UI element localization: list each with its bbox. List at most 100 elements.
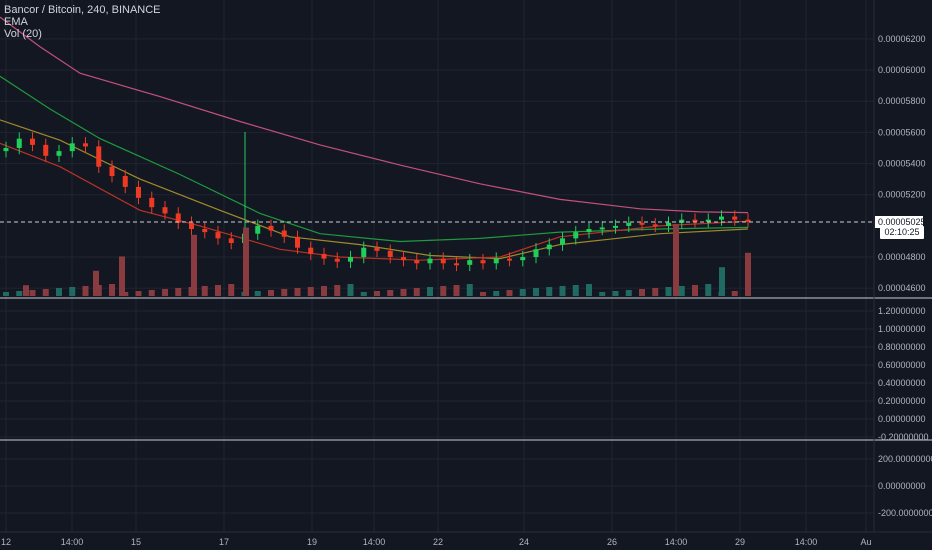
candle-body — [692, 219, 698, 222]
volume-bar — [254, 291, 261, 296]
candle-body — [639, 222, 645, 225]
candle-body — [83, 143, 88, 147]
time-tick-label: 29 — [735, 537, 745, 547]
volume-bar — [135, 291, 142, 296]
pane2-tick-label: 0.60000000 — [878, 360, 926, 370]
time-tick-label: 26 — [607, 537, 617, 547]
candle-body — [666, 222, 671, 226]
candle-body — [321, 253, 327, 259]
volume-spike — [745, 252, 751, 296]
candle-body — [96, 146, 102, 167]
candle-body — [202, 229, 208, 233]
price-tick-label: 0.00005400 — [878, 159, 926, 169]
volume-bar — [480, 292, 486, 296]
volume-bar — [56, 288, 62, 296]
legend-volume[interactable]: Vol (20) — [4, 28, 42, 40]
candle-body — [361, 247, 367, 258]
volume-bar — [307, 287, 314, 296]
volume-bar — [493, 291, 500, 296]
volume-bar — [533, 288, 539, 296]
time-tick-label: 14:00 — [665, 537, 688, 547]
volume-bar — [122, 292, 129, 296]
volume-bar — [612, 291, 619, 296]
pane3-tick-label: 0.00000000 — [878, 481, 926, 491]
legend-symbol[interactable]: Bancor / Bitcoin, 240, BINANCE — [4, 4, 161, 16]
volume-bar — [16, 291, 23, 296]
volume-bar — [321, 286, 327, 296]
candle-body — [520, 257, 526, 261]
candle-body — [679, 219, 685, 223]
candle-body — [295, 236, 300, 248]
candle-body — [348, 257, 353, 262]
time-tick-label: 14:00 — [363, 537, 386, 547]
candle-body — [573, 232, 579, 239]
pane2-tick-label: 0.00000000 — [878, 414, 926, 424]
candle-body — [228, 238, 234, 244]
candle-body — [215, 232, 221, 239]
volume-bar — [400, 289, 407, 296]
ema-line-red — [0, 142, 749, 261]
time-tick-label: 12 — [1, 537, 11, 547]
time-tick-label: 14:00 — [61, 537, 84, 547]
time-tick-label: Au — [860, 537, 871, 547]
price-tick-label: 0.00006000 — [878, 65, 926, 75]
candle-body — [507, 258, 512, 261]
volume-bar — [29, 290, 36, 296]
price-tick-label: 0.00005800 — [878, 96, 926, 106]
candle-countdown: 02:10:25 — [880, 226, 924, 239]
last-price-label: 0.00005025 — [878, 217, 926, 227]
volume-spike — [191, 234, 197, 296]
chart-legend: Bancor / Bitcoin, 240, BINANCE EMA Vol (… — [4, 4, 161, 40]
volume-bar — [347, 284, 354, 296]
volume-bar — [466, 284, 473, 296]
pane3-tick-label: -200.00000000 — [878, 508, 932, 518]
volume-bar — [678, 286, 685, 296]
volume-bar — [559, 286, 566, 296]
volume-bar — [3, 292, 9, 296]
candle-body — [613, 225, 618, 228]
pane2-tick-label: 0.20000000 — [878, 396, 926, 406]
candle-body — [467, 260, 473, 265]
pane3-tick-label: 200.00000000 — [878, 454, 932, 464]
volume-spike — [243, 227, 249, 296]
volume-bar — [519, 289, 526, 296]
volume-bar — [360, 292, 367, 296]
candle-body — [533, 249, 539, 258]
volume-bar — [652, 288, 659, 296]
candle-body — [732, 216, 738, 220]
volume-bar — [427, 287, 433, 296]
legend-ema[interactable]: EMA — [4, 16, 28, 28]
volume-bar — [109, 284, 115, 296]
volume-bar — [387, 290, 394, 296]
volume-bar — [82, 286, 89, 296]
time-tick-label: 14:00 — [795, 537, 818, 547]
volume-bar — [42, 289, 49, 296]
candle-body — [3, 147, 9, 152]
volume-bar — [599, 292, 606, 296]
candle-body — [136, 186, 141, 198]
candle-body — [493, 258, 499, 264]
candle-body — [30, 138, 35, 145]
pane2-tick-label: 0.40000000 — [878, 378, 926, 388]
candle-body — [440, 258, 446, 264]
candle-body — [560, 238, 565, 245]
candle-body — [719, 216, 724, 220]
candle-body — [308, 247, 314, 254]
volume-bar — [639, 289, 645, 296]
candle-body — [281, 230, 287, 237]
volume-bar — [665, 287, 672, 296]
volume-bar — [413, 288, 420, 296]
candle-body — [149, 197, 155, 208]
ema-line-olive — [0, 119, 749, 260]
volume-bar — [215, 285, 221, 296]
volume-spike — [93, 270, 99, 296]
volume-spike — [23, 285, 29, 296]
price-tick-label: 0.00005200 — [878, 190, 926, 200]
candle-body — [56, 151, 62, 156]
time-tick-label: 24 — [519, 537, 529, 547]
time-tick-label: 19 — [307, 537, 317, 547]
volume-bar — [162, 289, 168, 296]
volume-bar — [228, 284, 235, 296]
volume-bar — [374, 291, 380, 296]
